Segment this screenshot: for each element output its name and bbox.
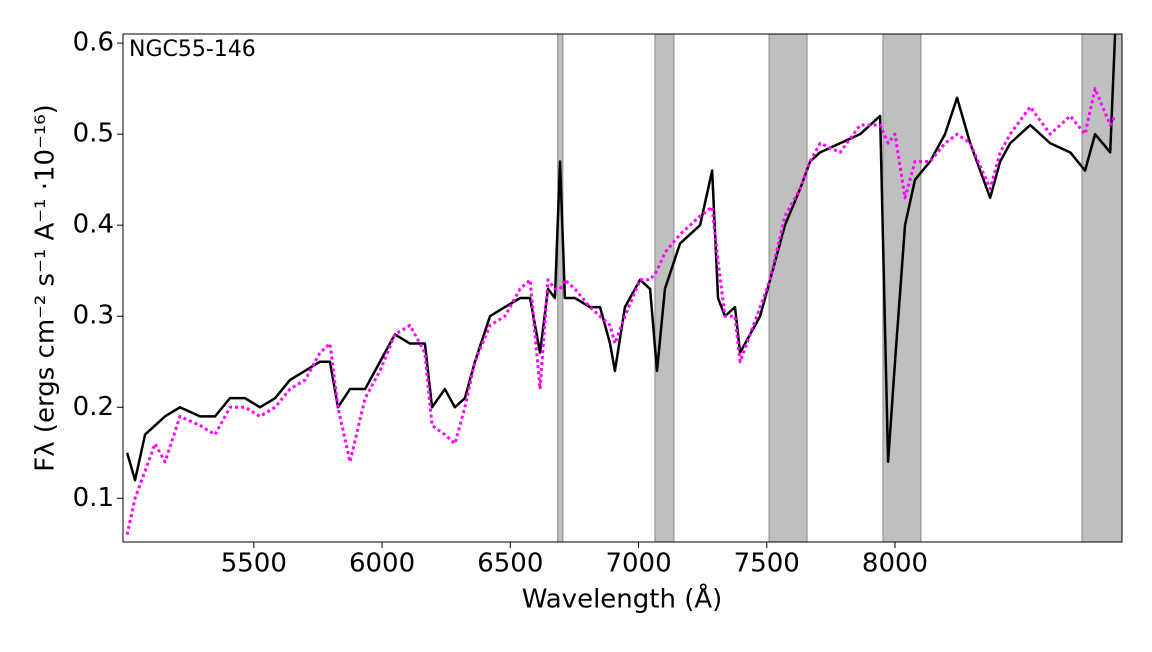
y-tick-label: 0.5: [73, 119, 114, 149]
y-tick-label: 0.2: [73, 392, 114, 422]
spectrum-line: [125, 34, 1117, 482]
y-tick-label: 0.1: [73, 483, 114, 513]
y-tick-label: 0.3: [73, 301, 114, 331]
x-tick-label: 6500: [477, 549, 543, 579]
y-tick-label: 0.6: [73, 28, 114, 58]
shaded-region: [882, 34, 922, 542]
x-tick-label: 8000: [862, 549, 928, 579]
x-tick-label: 6000: [349, 549, 415, 579]
shaded-region: [1081, 34, 1122, 542]
y-tick-label: 0.4: [73, 210, 114, 240]
x-tick-label: 7500: [734, 549, 800, 579]
x-tick-label: 5500: [221, 549, 287, 579]
annotation: NGC55-146: [129, 37, 256, 62]
spectrum-line: [125, 87, 1117, 536]
shaded-region: [768, 34, 808, 542]
x-axis-label: Wavelength (Å): [522, 583, 723, 615]
plot-frame: [122, 33, 1123, 543]
x-tick-label: 7000: [605, 549, 671, 579]
y-axis-label: Fλ (ergs cm⁻² s⁻¹ A⁻¹ ·10⁻¹⁶): [31, 104, 61, 472]
